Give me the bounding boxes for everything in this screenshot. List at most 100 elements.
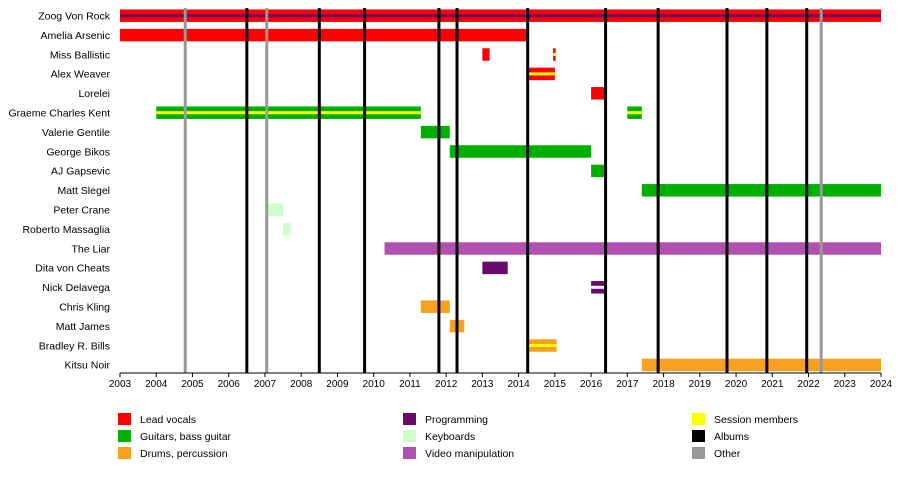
x-tick-label: 2008: [290, 379, 313, 390]
member-name-label: Miss Ballistic: [50, 49, 110, 61]
x-tick-label: 2019: [689, 379, 712, 390]
x-tick-label: 2011: [399, 379, 421, 390]
member-bar: [482, 261, 508, 275]
x-tick-label: 2006: [218, 379, 241, 390]
legend-item: Session members: [692, 413, 798, 426]
legend-label: Albums: [714, 431, 749, 443]
legend-swatch: [118, 447, 131, 459]
member-bar: [420, 125, 450, 139]
legend-item: Lead vocals: [118, 413, 196, 426]
x-tick-label: 2012: [435, 379, 458, 390]
member-bar: [527, 339, 557, 352]
member-bar-stripe: [591, 285, 606, 289]
member-bar-fill: [264, 203, 284, 216]
x-tick-label: 2014: [507, 379, 530, 390]
member-bar-fill: [591, 87, 606, 100]
legend-swatch: [403, 413, 416, 425]
member-bar-fill: [641, 184, 881, 197]
member-name-label: Zoog Von Rock: [38, 11, 111, 23]
x-tick-label: 2023: [834, 379, 857, 390]
x-tick-label: 2017: [616, 379, 639, 390]
member-bar: [420, 300, 450, 313]
member-bar: [591, 281, 606, 294]
member-bars-layer: [120, 9, 881, 372]
member-name-label: Peter Crane: [53, 205, 110, 217]
legend-item: Video manipulation: [403, 447, 514, 460]
legend-item: Albums: [692, 430, 749, 443]
legend-label: Drums, percussion: [140, 448, 228, 460]
member-name-label: Amelia Arsenic: [41, 30, 110, 42]
legend-item: Other: [692, 447, 741, 460]
x-tick-label: 2022: [797, 379, 820, 390]
x-tick-label: 2004: [145, 379, 168, 390]
member-name-label: The Liar: [71, 243, 110, 255]
member-bar: [283, 222, 291, 236]
member-bar-fill: [482, 48, 490, 61]
x-tick-label: 2010: [363, 379, 386, 390]
legend-swatch: [692, 430, 705, 442]
member-bar: [120, 9, 881, 22]
member-bar-stripe: [156, 111, 421, 115]
member-name-label: Chris Kling: [59, 302, 110, 314]
x-tick-label: 2020: [725, 379, 748, 390]
member-name-label: Lorelei: [78, 88, 110, 100]
legend-swatch: [403, 430, 416, 442]
member-bar: [264, 203, 284, 216]
legend-label: Video manipulation: [425, 448, 514, 460]
member-name-label: Valerie Gentile: [42, 127, 110, 139]
member-bar: [591, 164, 606, 178]
member-bar-stripe: [627, 111, 642, 115]
legend-label: Guitars, bass guitar: [140, 431, 232, 443]
x-tick-label: 2013: [471, 379, 494, 390]
member-bar: [553, 48, 556, 61]
member-name-label: Alex Weaver: [51, 69, 111, 81]
member-bar: [641, 358, 881, 372]
legend-swatch: [118, 430, 131, 442]
x-tick-label: 2016: [580, 379, 603, 390]
member-labels: Zoog Von Rock Amelia Arsenic Miss Ballisti…: [8, 11, 110, 372]
legend-swatch: [118, 413, 131, 425]
x-tick-label: 2009: [326, 379, 349, 390]
x-tick-label: 2024: [870, 379, 893, 390]
member-name-label: Nick Delavega: [42, 282, 110, 294]
x-tick-label: 2005: [181, 379, 204, 390]
member-name-label: Bradley R. Bills: [39, 340, 110, 352]
member-name-label: George Bikos: [46, 146, 110, 158]
x-tick-label: 2018: [652, 379, 675, 390]
member-name-label: Matt Slegel: [57, 185, 110, 197]
member-bar: [156, 106, 421, 119]
member-bar-fill: [420, 300, 450, 313]
member-bar-fill: [420, 125, 450, 139]
member-bar: [482, 48, 490, 61]
legend-swatch: [692, 413, 705, 425]
x-axis: 2003 2004 2005 2006 2007 2008 2009 2010 2011 2012…: [109, 372, 893, 390]
member-bar-fill: [384, 242, 881, 255]
member-bar: [384, 242, 881, 255]
legend-label: Lead vocals: [140, 414, 196, 426]
x-tick-label: 2021: [761, 379, 784, 390]
member-bar-fill: [641, 358, 881, 372]
legend-label: Programming: [425, 414, 488, 426]
member-name-label: AJ Gapsevic: [51, 166, 110, 178]
member-bar: [627, 106, 642, 119]
legend-item: Programming: [403, 413, 488, 426]
member-bar-stripe: [120, 14, 881, 18]
member-bar: [449, 145, 592, 158]
x-tick-label: 2003: [109, 379, 132, 390]
legend-item: Drums, percussion: [118, 447, 228, 460]
vertical-lines-layer: [183, 8, 823, 373]
member-bar-fill: [120, 28, 528, 42]
member-name-label: Kitsu Noir: [64, 360, 110, 372]
member-bar-stripe: [527, 344, 557, 347]
x-tick-label: 2015: [544, 379, 567, 390]
member-name-label: Graeme Charles Kent: [8, 108, 110, 120]
member-bar-fill: [449, 145, 592, 158]
legend-label: Session members: [714, 414, 798, 426]
member-name-label: Roberto Massaglia: [22, 224, 110, 236]
legend-label: Other: [714, 448, 741, 460]
legend-item: Guitars, bass guitar: [118, 430, 232, 443]
x-tick-label: 2007: [254, 379, 277, 390]
member-bar-stripe: [527, 72, 555, 76]
legend-item: Keyboards: [403, 430, 475, 443]
